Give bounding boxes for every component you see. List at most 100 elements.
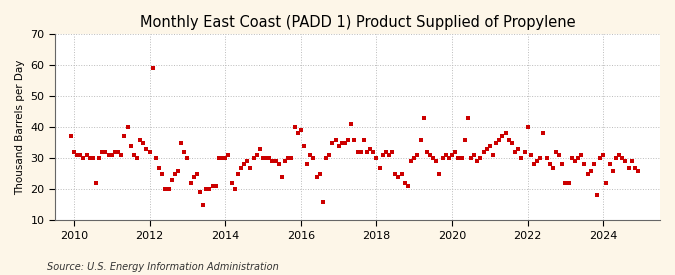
Point xyxy=(151,156,161,160)
Point xyxy=(494,138,505,142)
Point xyxy=(400,181,410,185)
Point xyxy=(371,156,382,160)
Point xyxy=(78,156,89,160)
Point xyxy=(551,150,562,154)
Point xyxy=(387,150,398,154)
Point xyxy=(390,172,401,176)
Point xyxy=(510,150,520,154)
Point xyxy=(415,138,426,142)
Point xyxy=(623,165,634,170)
Point xyxy=(393,175,404,179)
Point xyxy=(421,150,432,154)
Point xyxy=(251,153,262,157)
Point xyxy=(362,150,373,154)
Point xyxy=(201,187,212,191)
Point xyxy=(570,159,580,164)
Point xyxy=(336,141,347,145)
Point xyxy=(481,147,492,151)
Point xyxy=(544,162,555,167)
Point xyxy=(406,159,416,164)
Point xyxy=(107,153,117,157)
Point xyxy=(226,181,237,185)
Point xyxy=(239,162,250,167)
Point xyxy=(595,156,605,160)
Point xyxy=(475,156,486,160)
Point xyxy=(579,162,590,167)
Point xyxy=(487,153,498,157)
Point xyxy=(585,168,596,173)
Point xyxy=(90,181,101,185)
Point xyxy=(381,150,392,154)
Point xyxy=(377,153,388,157)
Point xyxy=(292,131,303,136)
Point xyxy=(97,150,108,154)
Point xyxy=(122,125,133,129)
Point xyxy=(223,153,234,157)
Point xyxy=(317,199,328,204)
Point xyxy=(450,150,460,154)
Point xyxy=(69,150,80,154)
Point xyxy=(270,159,281,164)
Point xyxy=(166,178,177,182)
Point xyxy=(428,156,439,160)
Point xyxy=(519,150,530,154)
Point xyxy=(598,153,609,157)
Point xyxy=(207,184,218,188)
Point xyxy=(434,172,445,176)
Point xyxy=(81,153,92,157)
Point xyxy=(431,159,441,164)
Point xyxy=(547,165,558,170)
Point xyxy=(132,156,142,160)
Point xyxy=(242,159,252,164)
Point xyxy=(204,187,215,191)
Point xyxy=(591,193,602,198)
Point xyxy=(522,125,533,129)
Point xyxy=(75,153,86,157)
Point xyxy=(443,156,454,160)
Point xyxy=(119,134,130,139)
Point xyxy=(632,168,643,173)
Point xyxy=(286,156,297,160)
Point xyxy=(608,168,618,173)
Point xyxy=(116,153,127,157)
Point xyxy=(273,162,284,167)
Point xyxy=(230,187,240,191)
Point xyxy=(141,147,152,151)
Point xyxy=(302,162,313,167)
Point xyxy=(160,187,171,191)
Point xyxy=(277,175,288,179)
Point xyxy=(557,162,568,167)
Point xyxy=(179,150,190,154)
Point xyxy=(485,144,495,148)
Point xyxy=(358,138,369,142)
Point xyxy=(100,150,111,154)
Point xyxy=(396,172,407,176)
Point xyxy=(459,138,470,142)
Point xyxy=(355,150,366,154)
Point xyxy=(538,131,549,136)
Y-axis label: Thousand Barrels per Day: Thousand Barrels per Day xyxy=(15,59,25,195)
Point xyxy=(65,134,76,139)
Point xyxy=(254,147,265,151)
Point xyxy=(346,122,356,126)
Point xyxy=(147,66,158,70)
Point xyxy=(617,156,628,160)
Point xyxy=(418,116,429,120)
Point xyxy=(232,172,243,176)
Point xyxy=(437,156,448,160)
Point xyxy=(343,138,354,142)
Point xyxy=(425,153,435,157)
Point xyxy=(462,116,473,120)
Title: Monthly East Coast (PADD 1) Product Supplied of Propylene: Monthly East Coast (PADD 1) Product Supp… xyxy=(140,15,575,30)
Point xyxy=(298,144,309,148)
Point xyxy=(324,153,335,157)
Point xyxy=(453,156,464,160)
Point xyxy=(176,141,186,145)
Point xyxy=(563,181,574,185)
Point xyxy=(330,138,341,142)
Point xyxy=(157,172,167,176)
Point xyxy=(88,156,99,160)
Point xyxy=(315,172,325,176)
Point xyxy=(267,159,278,164)
Point xyxy=(72,153,82,157)
